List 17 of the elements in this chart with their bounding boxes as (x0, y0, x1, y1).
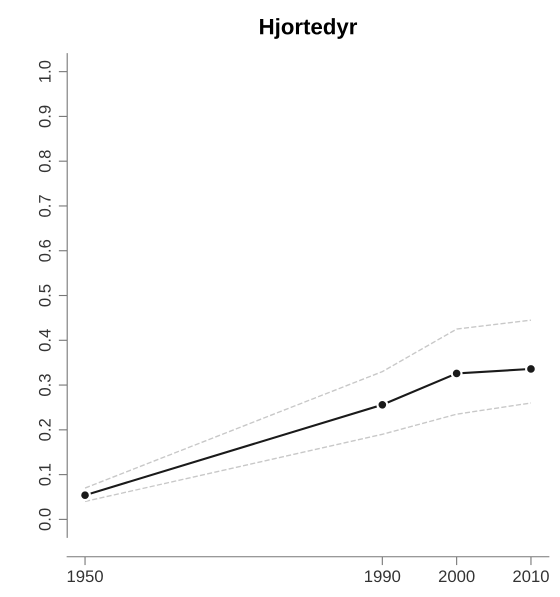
y-tick-label: 0.6 (38, 240, 51, 262)
y-tick-label: 0.1 (38, 464, 51, 486)
y-tick-label: 0.4 (38, 329, 51, 352)
y-tick-label: 0.3 (38, 374, 51, 396)
y-tick-label: 0.2 (38, 419, 51, 441)
y-tick-label: 0.7 (38, 195, 51, 217)
y-tick-label: 0.5 (38, 284, 51, 306)
line-series (84, 319, 532, 489)
x-tick-label: 2000 (438, 570, 475, 582)
x-tick-label: 1990 (365, 570, 400, 582)
y-tick-label: 0.9 (38, 106, 51, 128)
y-tick-label: 1.0 (38, 60, 51, 82)
chart-title: Hjortedyr (260, 18, 358, 39)
y-tick-label: 0.0 (38, 508, 51, 530)
y-tick-label: 0.8 (38, 150, 51, 172)
x-tick-label: 1950 (68, 570, 103, 582)
x-tick-label: 2010 (513, 570, 549, 582)
